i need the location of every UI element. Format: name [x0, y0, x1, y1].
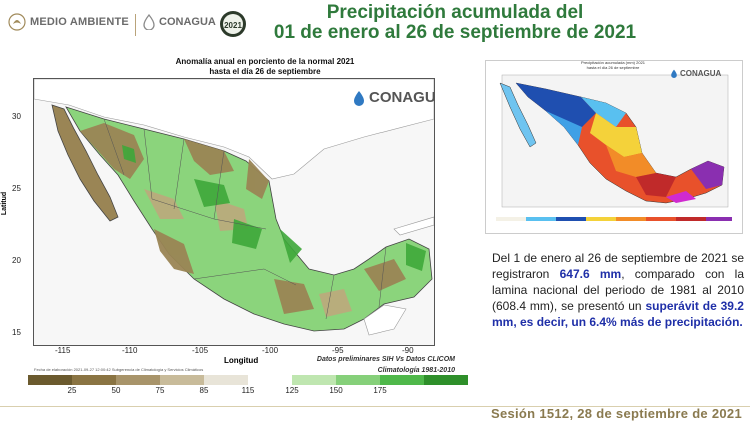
- x-tick: -100: [262, 346, 279, 355]
- org1-name: MEDIO AMBIENTE: [30, 16, 129, 28]
- map-title-line1: Anomalía anual en porciento de la normal…: [175, 57, 355, 66]
- small-map-conagua-logo: CONAGUA: [670, 69, 721, 78]
- summary-amount: 647.6 mm: [559, 267, 622, 281]
- legend-swatch: [204, 375, 248, 385]
- header-divider: [135, 14, 136, 36]
- summary-surplus: superávit de 39.2 mm, es decir, un 6.4% …: [492, 299, 744, 329]
- y-tick: 15: [12, 328, 21, 337]
- water-drop-icon: [671, 69, 677, 78]
- small-map-title-line2: hasta el día 26 de septiembre: [586, 65, 640, 70]
- legend-tick-label: 25: [67, 386, 77, 395]
- legend-tick-label: 50: [111, 386, 121, 395]
- legend-tick-label: 125: [285, 386, 299, 395]
- legend-tick-label: 115: [241, 386, 255, 395]
- x-tick: -105: [192, 346, 209, 355]
- footer-divider: [0, 406, 750, 407]
- legend-swatch: [28, 375, 72, 385]
- anomaly-map: CONAGUA: [33, 78, 435, 346]
- legend-tick-label: 85: [199, 386, 209, 395]
- map-logo-text: CONAGUA: [369, 89, 435, 106]
- map-credits-line1: Datos preliminares SIH Vs Datos CLICOM: [316, 356, 455, 363]
- year-badge-icon: 2021: [220, 11, 246, 37]
- y-tick: 25: [12, 184, 21, 193]
- water-drop-icon: [354, 90, 364, 106]
- legend-swatch: [72, 375, 116, 385]
- summary-text: Del 1 de enero al 26 de septiembre de 20…: [492, 250, 744, 330]
- map-conagua-logo: CONAGUA: [352, 89, 435, 106]
- map-credits-line2: Climatología 1981-2010: [377, 367, 455, 374]
- x-tick: -90: [402, 346, 414, 355]
- map-fine-print: Fecha de elaboración 2021-09-27 12:00:42…: [34, 367, 204, 372]
- medio-ambiente-logo: MEDIO AMBIENTE: [8, 12, 129, 32]
- legend-swatch: [248, 375, 292, 385]
- legend-tick-label: 175: [373, 386, 387, 395]
- map-title-line2: hasta el día 26 de septiembre: [209, 67, 321, 76]
- x-axis-label: Longitud: [224, 356, 259, 365]
- page-title-line2: 01 de enero al 26 de septiembre de 2021: [273, 22, 637, 43]
- legend-swatch: [380, 375, 424, 385]
- legend-swatch: [160, 375, 204, 385]
- legend-swatch: [336, 375, 380, 385]
- water-drop-icon: [143, 14, 155, 30]
- x-tick: -115: [55, 346, 71, 355]
- map-title: Anomalía anual en porciento de la normal…: [115, 57, 415, 77]
- color-legend: 25 50 75 85 115 125 150 175: [28, 375, 468, 399]
- legend-swatch: [292, 375, 336, 385]
- page-title-line1: Precipitación acumulada del: [326, 2, 584, 23]
- conagua-header-logo: CONAGUA: [142, 14, 216, 30]
- legend-tick-label: 75: [155, 386, 165, 395]
- summary-part1: Del 1 de enero al 26 de septiembre de 20…: [492, 251, 744, 281]
- org2-name: CONAGUA: [159, 16, 216, 28]
- y-tick: 20: [12, 256, 21, 265]
- summary-part2: , comparado con la lamina nacional del p…: [492, 267, 744, 313]
- small-map-logo-text: CONAGUA: [680, 69, 722, 78]
- session-footer: Sesión 1512, 28 de septiembre de 2021: [490, 406, 742, 421]
- y-tick: 30: [12, 112, 21, 121]
- accumulated-precip-map: CONAGUA: [485, 60, 743, 234]
- badge-year: 2021: [224, 21, 242, 30]
- legend-swatch: [116, 375, 160, 385]
- y-axis-label: Latitud: [1, 191, 9, 216]
- x-tick: -110: [122, 346, 138, 355]
- small-map-title-line1: Precipitación acumulada (mm) 2021: [580, 60, 646, 65]
- x-tick: -95: [332, 346, 344, 355]
- legend-swatch: [424, 375, 468, 385]
- eagle-emblem-icon: [8, 13, 26, 31]
- small-map-title: Precipitación acumulada (mm) 2021 hasta …: [485, 60, 741, 70]
- legend-tick-label: 150: [329, 386, 343, 395]
